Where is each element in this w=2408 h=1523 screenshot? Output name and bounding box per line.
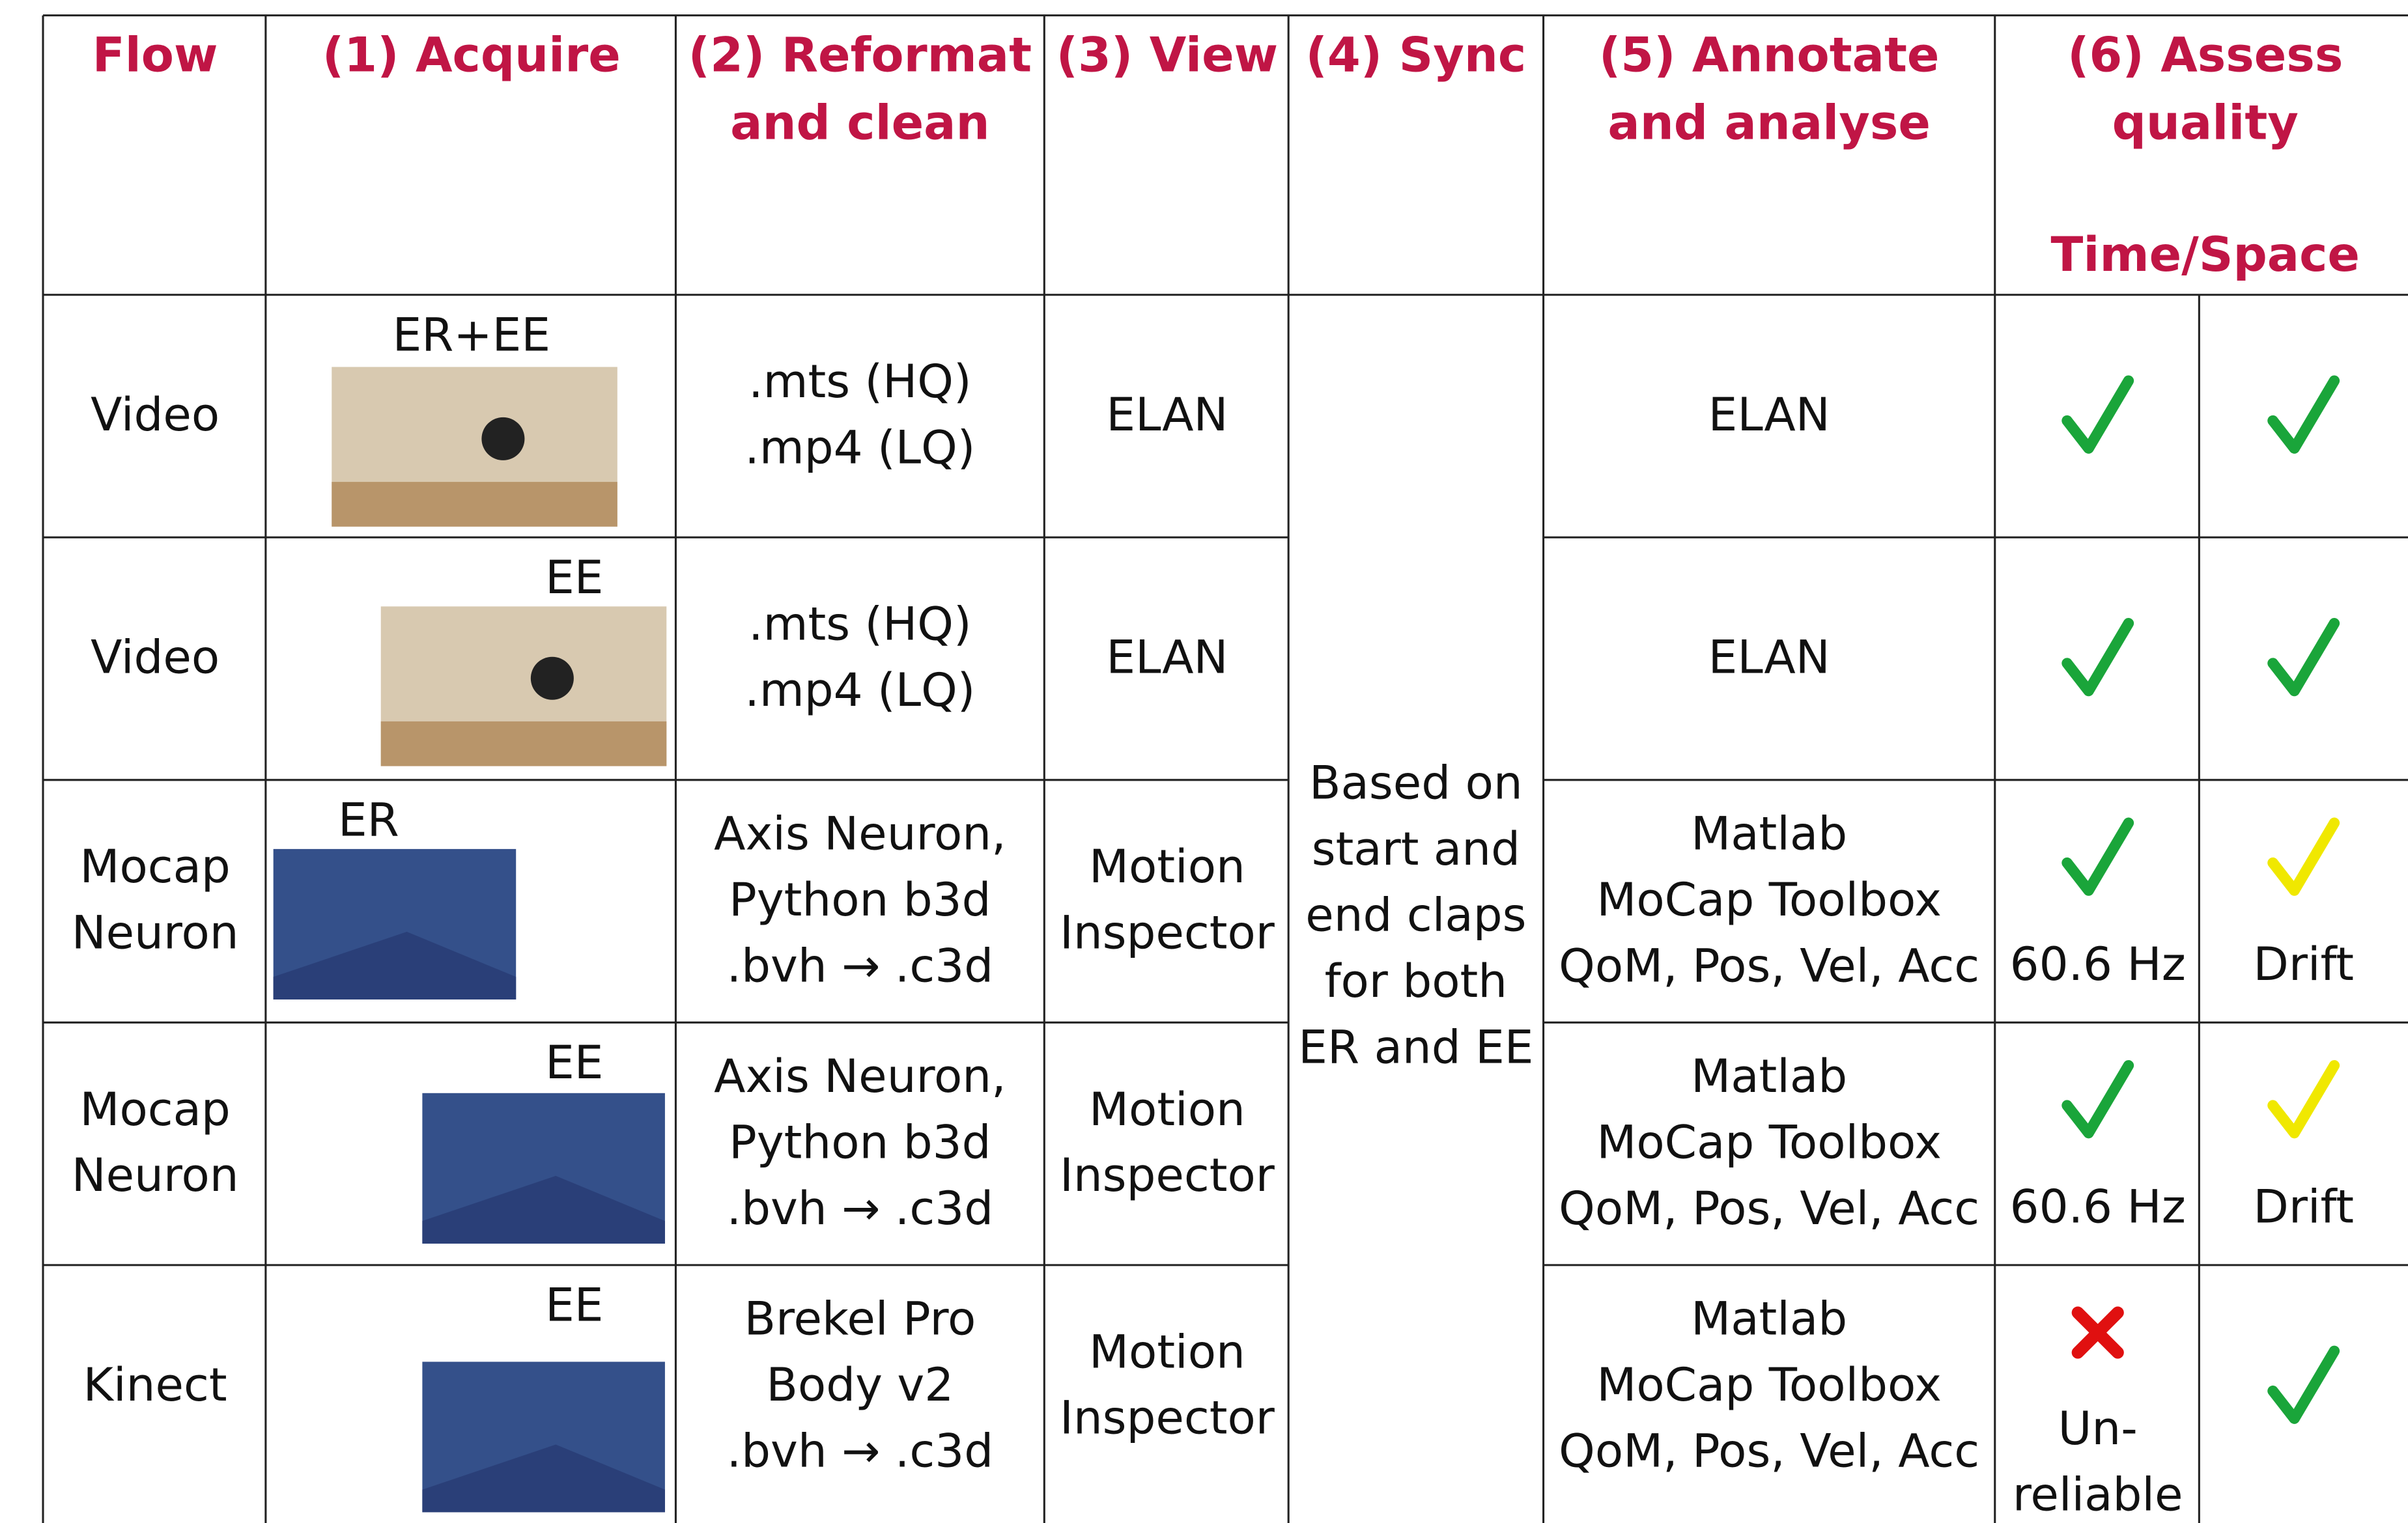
flow-label: Neuron	[72, 906, 239, 960]
sync-text: for both	[1325, 954, 1507, 1008]
annotate-text: MoCap Toolbox	[1596, 1115, 1942, 1169]
flow-label: Neuron	[72, 1148, 239, 1202]
header-label: (3) View	[1056, 28, 1278, 83]
format-text: .mp4 (LQ)	[744, 663, 975, 717]
view-text: Motion	[1089, 1324, 1245, 1378]
mocap-floor	[422, 1444, 665, 1513]
check-icon	[2267, 375, 2340, 454]
format-text: Axis Neuron,	[714, 1049, 1006, 1103]
check-icon	[2267, 1345, 2340, 1424]
flow-label: Kinect	[83, 1358, 227, 1412]
check-icon	[2061, 375, 2134, 454]
header-label: and clean	[730, 95, 989, 150]
annotate-text: QoM, Pos, Vel, Acc	[1559, 1181, 1979, 1235]
check-icon	[2061, 817, 2134, 896]
flow-label: Mocap	[79, 1082, 230, 1136]
view-text: ELAN	[1106, 630, 1228, 684]
view-text: Inspector	[1060, 1391, 1275, 1445]
format-text: .bvh → .c3d	[727, 1181, 994, 1235]
sync-text: Based on	[1309, 756, 1523, 810]
format-text: .mp4 (LQ)	[744, 421, 975, 475]
format-text: Axis Neuron,	[714, 807, 1006, 861]
mocap-floor	[273, 931, 517, 999]
annotate-text: ELAN	[1708, 630, 1830, 684]
header-label: quality	[2112, 95, 2299, 150]
format-text: .bvh → .c3d	[727, 938, 994, 992]
format-text: .bvh → .c3d	[727, 1423, 994, 1477]
annotate-text: ELAN	[1708, 387, 1830, 441]
person	[530, 656, 574, 700]
acquire-label: EE	[545, 1035, 603, 1089]
header-label: and analyse	[1608, 95, 1931, 150]
sync-text: end claps	[1305, 888, 1526, 942]
check-icon	[2267, 1060, 2340, 1139]
floor	[380, 721, 667, 766]
annotate-text: Matlab	[1691, 1292, 1847, 1346]
check-icon	[2267, 618, 2340, 697]
view-text: ELAN	[1106, 387, 1228, 441]
mocap-floor	[422, 1175, 665, 1244]
acquire-label: ER	[338, 792, 399, 846]
acquire-label: EE	[545, 550, 603, 604]
format-text: .mts (HQ)	[748, 597, 971, 651]
time-text: Un-	[2058, 1401, 2138, 1455]
header-label: (4) Sync	[1306, 28, 1527, 83]
annotate-text: QoM, Pos, Vel, Acc	[1559, 1423, 1979, 1477]
view-text: Inspector	[1060, 1148, 1275, 1202]
header-sublabel: Time/Space	[2051, 227, 2360, 283]
format-text: Brekel Pro	[744, 1292, 976, 1346]
sync-text: ER and EE	[1298, 1020, 1533, 1074]
flow-label: Video	[91, 630, 220, 684]
acquire-label: EE	[545, 1278, 603, 1332]
annotate-text: Matlab	[1691, 1049, 1847, 1103]
format-text: Body v2	[766, 1358, 954, 1412]
acquire-label: ER+EE	[393, 307, 550, 361]
cross-icon	[2071, 1306, 2124, 1359]
header-label: (2) Reformat	[688, 28, 1032, 83]
sync-text: start and	[1312, 822, 1520, 876]
header-label: (1) Acquire	[322, 28, 621, 83]
check-icon	[2061, 1060, 2134, 1139]
time-text: reliable	[2013, 1468, 2183, 1522]
format-text: Python b3d	[729, 873, 991, 927]
header-label: (5) Annotate	[1599, 28, 1940, 83]
time-text: 60.6 Hz	[2010, 937, 2186, 991]
format-text: Python b3d	[729, 1115, 991, 1169]
check-icon	[2061, 618, 2134, 697]
format-text: .mts (HQ)	[748, 354, 971, 408]
annotate-text: Matlab	[1691, 807, 1847, 861]
space-text: Drift	[2253, 937, 2354, 991]
check-icon	[2267, 817, 2340, 896]
annotate-text: QoM, Pos, Vel, Acc	[1559, 938, 1979, 992]
view-text: Motion	[1089, 839, 1245, 893]
view-text: Inspector	[1060, 906, 1275, 960]
person	[481, 417, 525, 460]
view-text: Motion	[1089, 1082, 1245, 1136]
space-text: Drift	[2253, 1180, 2354, 1234]
header-label: (6) Assess	[2067, 28, 2343, 83]
header-label: Flow	[92, 28, 218, 83]
annotate-text: MoCap Toolbox	[1596, 873, 1942, 927]
flow-label: Video	[91, 387, 220, 441]
annotate-text: MoCap Toolbox	[1596, 1358, 1942, 1412]
flow-label: Mocap	[79, 839, 230, 893]
time-text: 60.6 Hz	[2010, 1180, 2186, 1234]
floor	[332, 482, 617, 527]
